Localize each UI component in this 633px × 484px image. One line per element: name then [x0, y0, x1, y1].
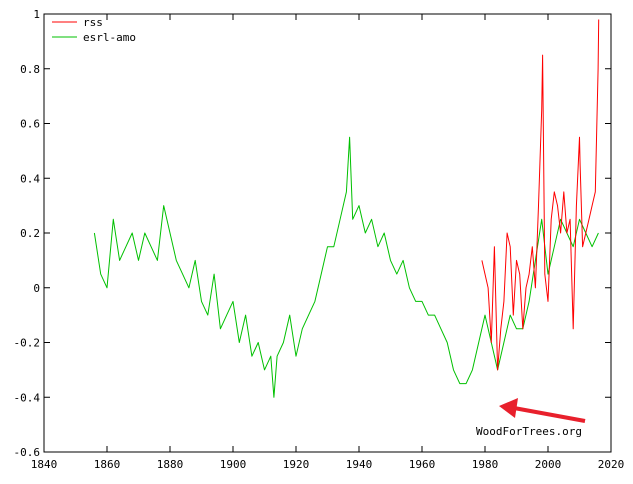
x-tick-label: 1900 — [220, 458, 247, 471]
annotation: WoodForTrees.org — [476, 398, 586, 438]
annotation-arrow-head — [499, 398, 518, 418]
axis-ticks: 1840 1860 1880 1900 1920 1940 1960 1980 2000 2020… — [14, 8, 625, 471]
legend-label-rss: rss — [83, 16, 103, 29]
legend: rss esrl-amo — [52, 16, 136, 44]
annotation-label: WoodForTrees.org — [476, 425, 582, 438]
y-tick-label: 0.4 — [20, 172, 40, 185]
x-tick-label: 1880 — [157, 458, 184, 471]
x-tick-label: 1980 — [472, 458, 499, 471]
series-line-rss — [481, 19, 600, 371]
y-tick-label: 1 — [33, 8, 40, 21]
y-tick-label: 0.2 — [20, 227, 40, 240]
y-tick-label: 0 — [33, 282, 40, 295]
y-tick-label: -0.6 — [14, 446, 41, 459]
plot-frame — [43, 13, 612, 453]
x-tick-label: 2020 — [598, 458, 625, 471]
annotation-arrow-line — [513, 406, 586, 423]
x-tick-label: 2000 — [535, 458, 562, 471]
legend-label-esrl-amo: esrl-amo — [83, 31, 136, 44]
x-tick-label: 1840 — [31, 458, 58, 471]
y-tick-label: 0.8 — [20, 63, 40, 76]
series-line-esrl-amo — [93, 136, 599, 398]
y-tick-label: -0.2 — [14, 337, 41, 350]
x-tick-label: 1860 — [94, 458, 121, 471]
x-tick-label: 1960 — [409, 458, 436, 471]
x-tick-label: 1940 — [346, 458, 373, 471]
y-tick-label: -0.4 — [14, 391, 41, 404]
plot-series — [93, 19, 600, 398]
y-tick-label: 0.6 — [20, 118, 40, 131]
x-tick-label: 1920 — [283, 458, 310, 471]
